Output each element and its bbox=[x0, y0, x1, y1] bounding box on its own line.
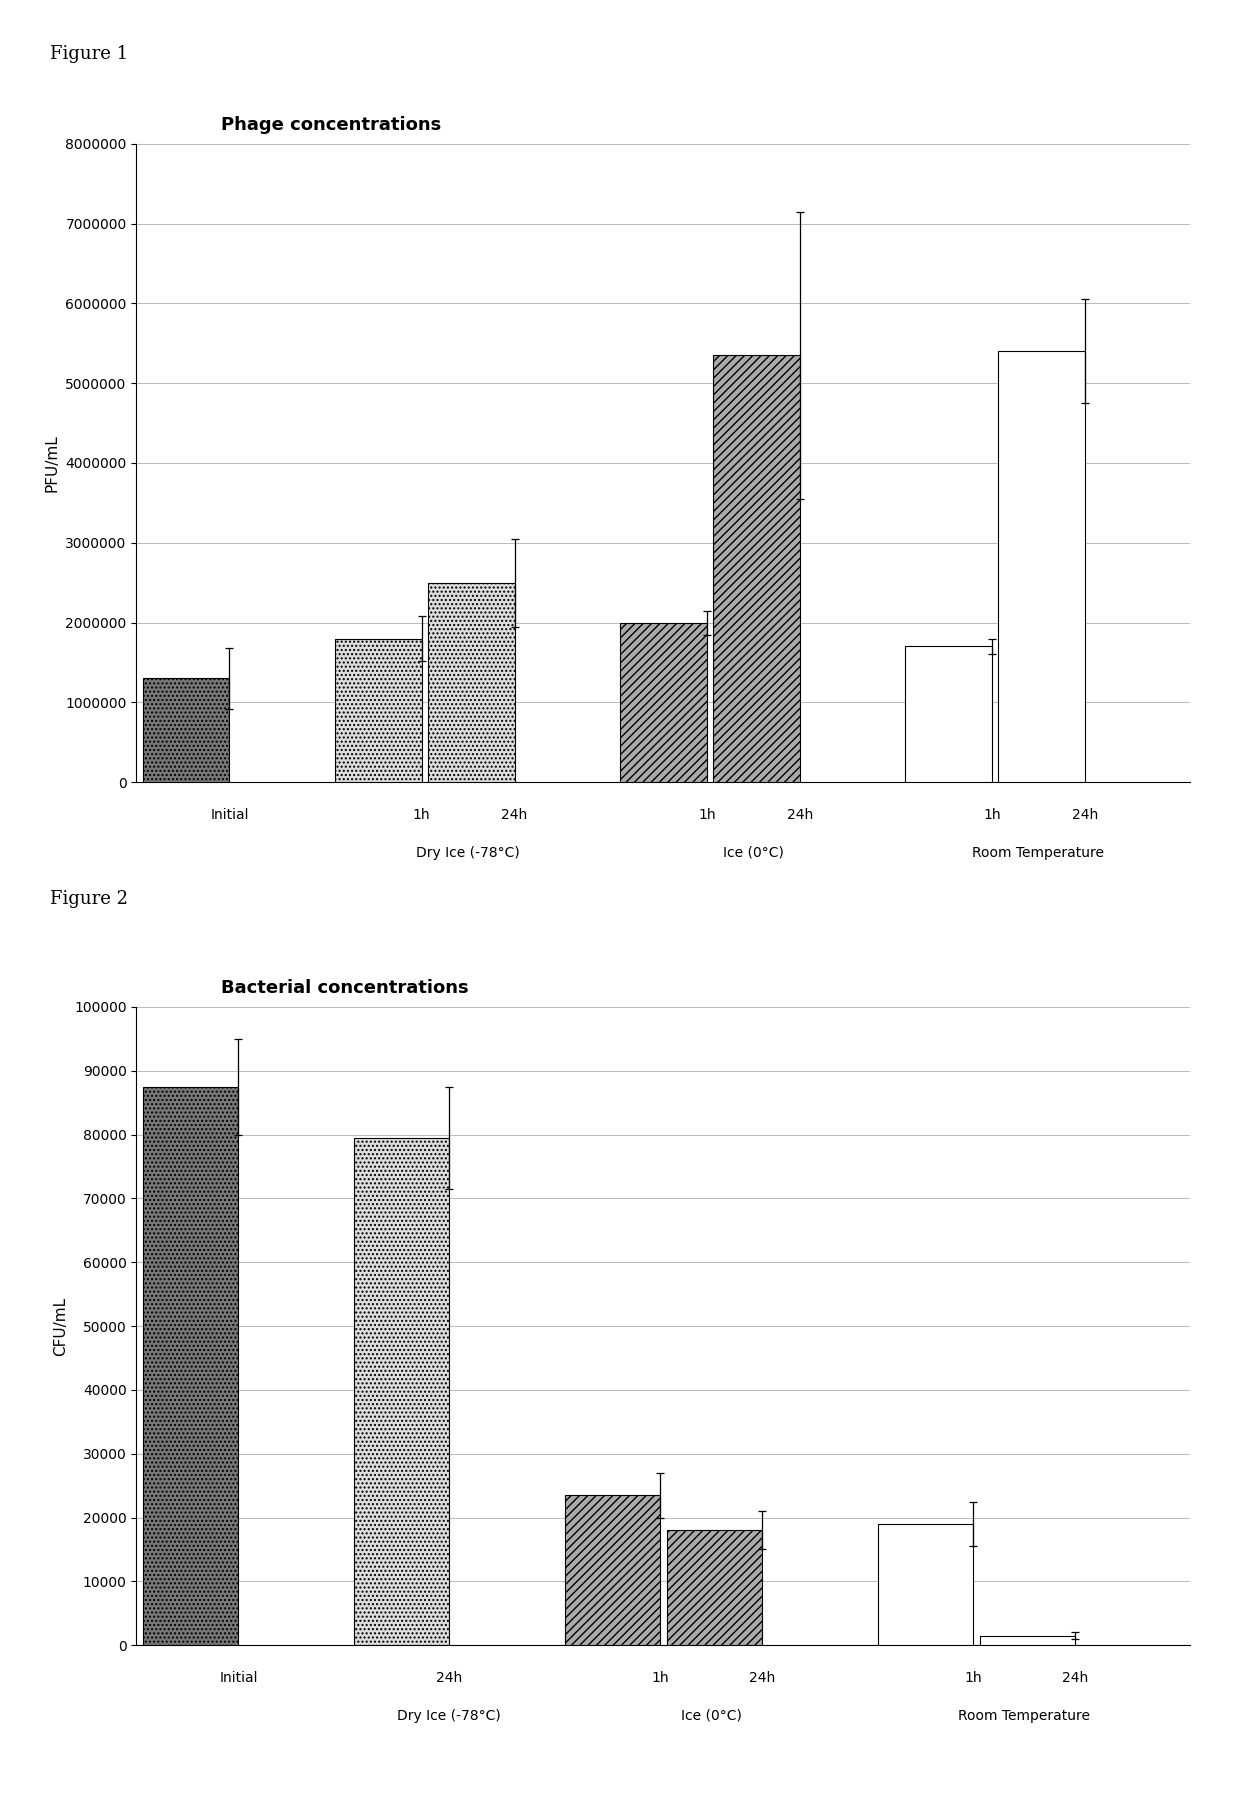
Text: Initial: Initial bbox=[210, 807, 249, 822]
Text: 1h: 1h bbox=[963, 1670, 982, 1685]
Text: Figure 1: Figure 1 bbox=[50, 45, 128, 63]
Text: 1h: 1h bbox=[983, 807, 1001, 822]
Text: 24h: 24h bbox=[1071, 807, 1099, 822]
Text: 24h: 24h bbox=[786, 807, 813, 822]
Bar bbox=[143, 678, 229, 782]
Text: Ice (0°C): Ice (0°C) bbox=[681, 1708, 742, 1722]
Text: Figure 2: Figure 2 bbox=[50, 890, 128, 908]
Text: Phage concentrations: Phage concentrations bbox=[221, 115, 441, 135]
Text: Bacterial concentrations: Bacterial concentrations bbox=[221, 978, 469, 998]
Bar bbox=[564, 1496, 660, 1645]
Y-axis label: CFU/mL: CFU/mL bbox=[53, 1296, 68, 1356]
Bar bbox=[428, 583, 515, 782]
Text: 24h: 24h bbox=[749, 1670, 775, 1685]
Text: 1h: 1h bbox=[651, 1670, 668, 1685]
Bar bbox=[980, 1636, 1075, 1645]
Bar bbox=[335, 638, 422, 782]
Bar bbox=[878, 1525, 973, 1645]
Bar bbox=[353, 1138, 449, 1645]
Text: Room Temperature: Room Temperature bbox=[972, 847, 1105, 859]
Bar bbox=[667, 1530, 763, 1645]
Bar bbox=[713, 356, 800, 782]
Text: Dry Ice (-78°C): Dry Ice (-78°C) bbox=[397, 1708, 501, 1722]
Bar bbox=[998, 351, 1085, 782]
Y-axis label: PFU/mL: PFU/mL bbox=[45, 433, 60, 493]
Text: 1h: 1h bbox=[698, 807, 715, 822]
Bar bbox=[620, 622, 707, 782]
Text: Room Temperature: Room Temperature bbox=[957, 1708, 1090, 1722]
Bar bbox=[905, 647, 992, 782]
Text: 24h: 24h bbox=[436, 1670, 463, 1685]
Bar bbox=[143, 1086, 238, 1645]
Text: 24h: 24h bbox=[1061, 1670, 1087, 1685]
Text: 24h: 24h bbox=[501, 807, 528, 822]
Text: Dry Ice (-78°C): Dry Ice (-78°C) bbox=[417, 847, 520, 859]
Text: Initial: Initial bbox=[219, 1670, 258, 1685]
Text: 1h: 1h bbox=[413, 807, 430, 822]
Text: Ice (0°C): Ice (0°C) bbox=[723, 847, 784, 859]
